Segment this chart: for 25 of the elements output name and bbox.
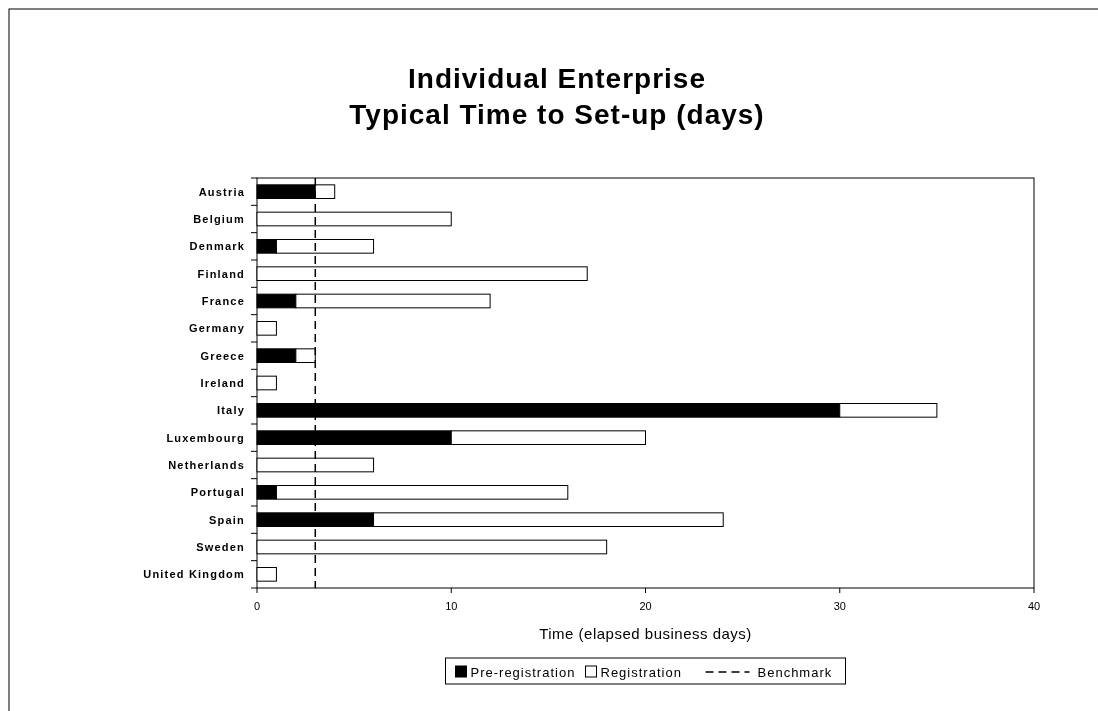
x-tick-label: 30: [833, 600, 846, 612]
y-tick-label: France: [201, 295, 245, 307]
x-tick-label: 40: [1027, 600, 1041, 612]
y-tick-label: Belgium: [193, 213, 245, 225]
y-tick-label: Germany: [188, 322, 245, 335]
x-tick-label: 0: [253, 600, 261, 612]
y-tick-label: Austria: [198, 185, 245, 198]
y-tick-label: Netherlands: [168, 459, 245, 471]
x-axis-title: Time (elapsed business days): [539, 625, 752, 642]
y-tick-label: Denmark: [189, 240, 245, 253]
y-tick-label: Ireland: [200, 377, 245, 389]
x-tick-label: 20: [639, 600, 652, 612]
y-tick-label: Greece: [200, 349, 245, 362]
y-tick-label: Italy: [216, 404, 245, 417]
y-tick-label: United Kingdom: [143, 568, 245, 581]
y-tick-label: Luxembourg: [166, 431, 245, 444]
y-tick-label: Portugal: [190, 486, 245, 499]
chart-title: Individual Enterprise Typical Time to Set-up (days): [349, 63, 765, 130]
legend-label: Registration: [600, 665, 682, 680]
x-tick-label: 10: [445, 600, 458, 612]
legend-label: Pre-registration: [470, 665, 576, 680]
y-tick-label: Spain: [209, 513, 245, 526]
y-tick-label: Sweden: [196, 541, 245, 553]
y-tick-label: Finland: [197, 267, 245, 280]
legend-label: Benchmark: [757, 665, 833, 680]
